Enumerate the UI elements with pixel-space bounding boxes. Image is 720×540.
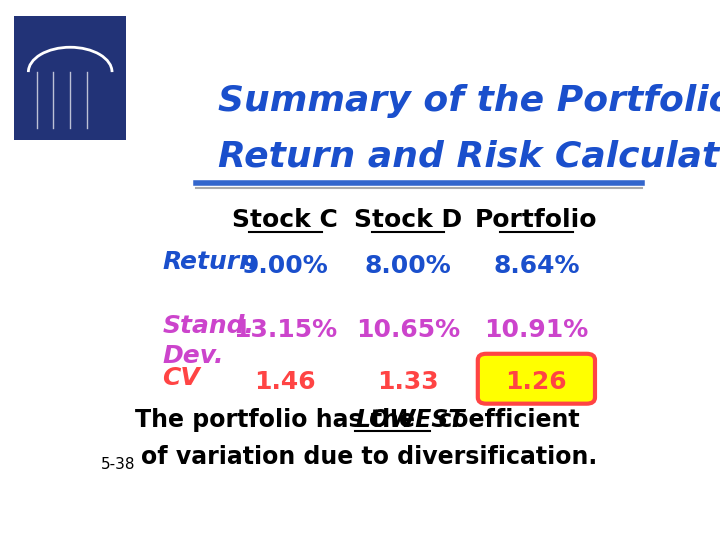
Text: Return and Risk Calculation: Return and Risk Calculation	[218, 140, 720, 174]
Text: Stock D: Stock D	[354, 208, 462, 232]
Text: The portfolio has the: The portfolio has the	[135, 408, 423, 432]
Text: CV: CV	[163, 366, 200, 390]
FancyBboxPatch shape	[478, 354, 595, 404]
Text: 10.91%: 10.91%	[485, 319, 588, 342]
Text: LOWEST: LOWEST	[355, 408, 464, 432]
Text: Portfolio: Portfolio	[475, 208, 598, 232]
Text: Summary of the Portfolio: Summary of the Portfolio	[218, 84, 720, 118]
Text: 1.26: 1.26	[505, 370, 567, 394]
Text: 13.15%: 13.15%	[233, 319, 338, 342]
Text: coefficient: coefficient	[431, 408, 580, 432]
Text: 9.00%: 9.00%	[242, 254, 328, 278]
Text: Return: Return	[163, 250, 258, 274]
Text: 8.64%: 8.64%	[493, 254, 580, 278]
Text: 8.00%: 8.00%	[365, 254, 451, 278]
Text: 1.46: 1.46	[254, 370, 316, 394]
Text: Stand.
Dev.: Stand. Dev.	[163, 314, 255, 368]
Text: 1.33: 1.33	[377, 370, 439, 394]
Text: 10.65%: 10.65%	[356, 319, 460, 342]
Text: of variation due to diversification.: of variation due to diversification.	[141, 446, 597, 469]
Text: 5-38: 5-38	[101, 457, 135, 472]
Text: Stock C: Stock C	[233, 208, 338, 232]
FancyBboxPatch shape	[14, 16, 126, 140]
